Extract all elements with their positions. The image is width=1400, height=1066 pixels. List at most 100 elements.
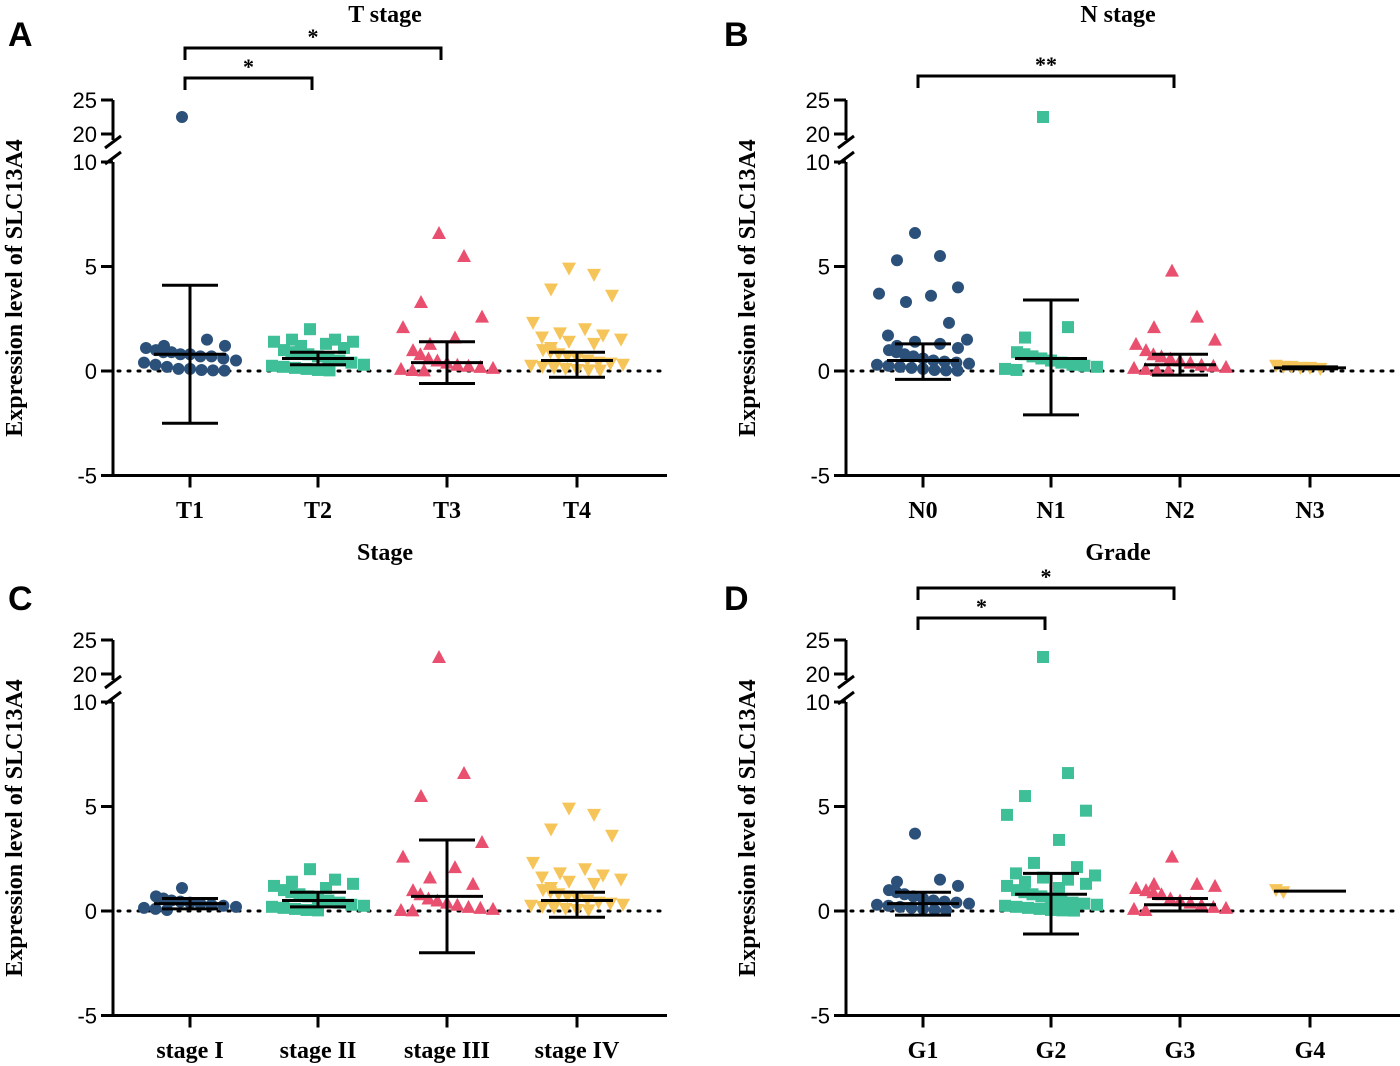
data-point <box>172 362 185 375</box>
data-point <box>394 361 408 375</box>
axis-break-mark <box>104 674 122 690</box>
data-point <box>547 901 561 915</box>
data-point <box>461 358 476 372</box>
data-point <box>230 900 242 913</box>
data-point <box>423 336 437 350</box>
panel-letter: B <box>724 16 749 54</box>
data-point <box>289 902 301 915</box>
data-point <box>304 863 316 876</box>
data-point <box>894 360 906 373</box>
data-point <box>1146 885 1161 899</box>
data-point <box>961 333 973 346</box>
panel-c: C Stage Expression level of SLC13A4 -5 0 5 10 2… <box>2 540 669 1064</box>
data-point <box>423 870 437 884</box>
data-point <box>1080 804 1092 817</box>
data-point <box>473 359 488 373</box>
data-point <box>417 363 431 377</box>
data-point <box>266 359 278 372</box>
data-point <box>524 899 538 913</box>
data-point <box>1147 320 1161 334</box>
data-point <box>882 899 895 912</box>
data-point <box>535 331 549 345</box>
data-point <box>605 289 619 303</box>
data-point <box>1037 111 1049 123</box>
data-point <box>176 111 188 123</box>
data-point <box>1080 877 1092 890</box>
chart-title: T stage <box>348 2 422 28</box>
y-axis-label: Expression level of SLC13A4 <box>735 679 761 977</box>
data-point <box>268 335 280 348</box>
data-point <box>1037 651 1049 663</box>
data-point <box>951 364 964 377</box>
data-point <box>1062 767 1074 780</box>
y-tick-label: 20 <box>73 122 97 147</box>
data-point <box>596 869 610 883</box>
data-point <box>1208 332 1222 346</box>
data-point <box>1078 897 1091 910</box>
data-point <box>1165 849 1179 863</box>
data-point <box>526 856 540 870</box>
data-point <box>558 902 573 916</box>
data-point <box>871 358 883 371</box>
data-point <box>1033 902 1046 915</box>
data-point <box>1206 899 1221 913</box>
data-point <box>414 789 428 803</box>
data-point <box>1150 362 1164 376</box>
data-point <box>266 900 278 913</box>
data-point <box>558 362 573 376</box>
data-point <box>596 329 610 343</box>
data-point <box>587 877 601 891</box>
data-point <box>207 364 219 377</box>
data-point <box>934 873 946 886</box>
data-point <box>553 327 567 341</box>
data-point <box>952 879 964 892</box>
panel-a: A T stage Expression level of SLC13A4 -5 0 5 1… <box>2 2 669 524</box>
data-point <box>1019 790 1031 803</box>
data-point <box>149 358 162 371</box>
significance-bracket <box>916 74 1176 88</box>
y-tick-label: 5 <box>85 255 97 280</box>
panel-letter: D <box>724 580 749 618</box>
data-point <box>909 827 921 840</box>
data-point <box>928 363 941 376</box>
data-point <box>396 849 410 863</box>
data-point <box>1139 343 1153 357</box>
data-point <box>553 867 567 881</box>
y-axis-label: Expression level of SLC13A4 <box>2 679 28 977</box>
y-tick-label: 0 <box>818 899 830 924</box>
data-point <box>1022 901 1034 914</box>
data-point <box>562 262 576 276</box>
data-point <box>195 363 208 376</box>
data-point <box>1208 878 1222 892</box>
data-point <box>1068 904 1080 917</box>
axis-break-mark <box>837 674 855 690</box>
y-tick-label: 20 <box>806 662 830 687</box>
data-point <box>413 347 428 361</box>
data-point <box>277 901 290 914</box>
data-point <box>320 337 332 350</box>
x-tick-label: T3 <box>433 498 461 524</box>
data-point <box>486 360 500 374</box>
data-point <box>414 295 428 309</box>
data-point <box>176 882 188 895</box>
data-point <box>524 359 538 373</box>
y-tick-label: -5 <box>810 1004 830 1029</box>
data-point <box>1276 886 1291 900</box>
data-point <box>432 650 446 663</box>
x-tick-label: T1 <box>176 498 204 524</box>
y-axis-label: Expression level of SLC13A4 <box>735 139 761 437</box>
x-tick-label: G3 <box>1165 1038 1196 1064</box>
data-point <box>952 281 964 294</box>
data-point <box>450 897 465 911</box>
data-point <box>544 283 558 297</box>
significance-label: * <box>243 54 254 79</box>
data-point <box>217 899 230 912</box>
y-tick-label: 25 <box>73 88 97 113</box>
data-point <box>421 891 436 905</box>
data-point <box>405 903 420 917</box>
data-point <box>562 875 576 889</box>
data-point <box>1219 900 1233 914</box>
data-point <box>457 766 471 780</box>
data-point <box>347 877 359 890</box>
panel-d: D Grade Expression level of SLC13A4 -5 0 5 10 2… <box>724 540 1400 1064</box>
